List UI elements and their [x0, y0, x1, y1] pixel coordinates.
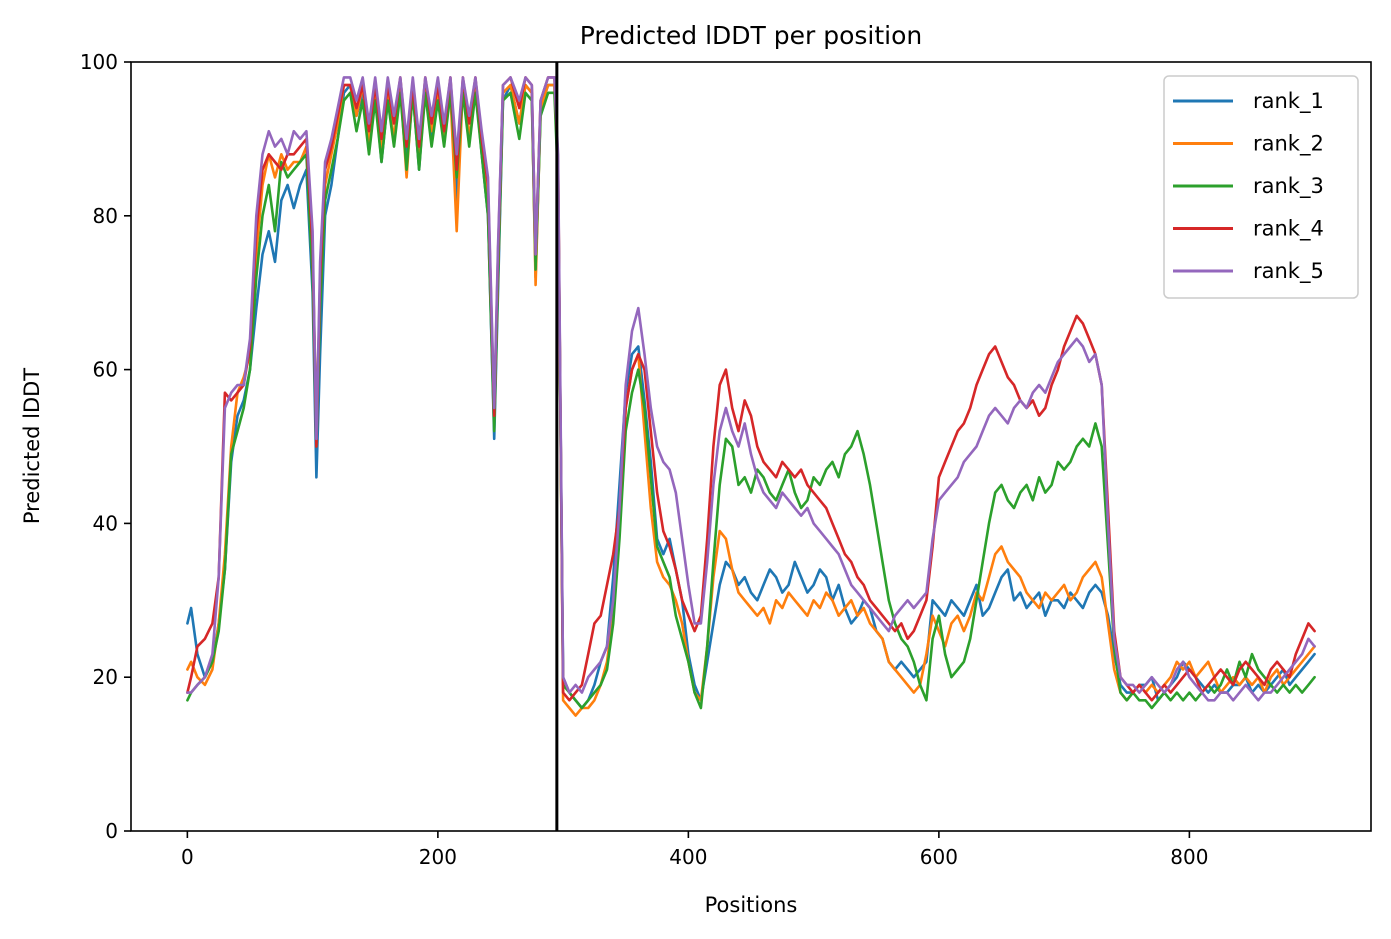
- legend-label-rank-4: rank_4: [1253, 217, 1324, 242]
- x-tick-label: 600: [920, 845, 958, 869]
- y-tick-label: 40: [93, 511, 118, 535]
- series-group: [186, 76, 1316, 717]
- x-tick-label: 400: [669, 845, 707, 869]
- series-line-rank-3: [186, 91, 1316, 710]
- y-axis: 0 20 40 60 80 100: [80, 50, 131, 843]
- y-tick-label: 100: [80, 50, 118, 74]
- legend: rank_1 rank_2 rank_3 rank_4 rank_5: [1163, 75, 1359, 299]
- chart-title: Predicted lDDT per position: [580, 21, 922, 50]
- legend-label-rank-5: rank_5: [1253, 259, 1324, 284]
- x-tick-label: 0: [181, 845, 194, 869]
- x-axis: 0 200 400 600 800: [181, 831, 1208, 869]
- x-axis-label: Positions: [705, 893, 798, 917]
- y-tick-label: 80: [93, 204, 118, 228]
- legend-label-rank-3: rank_3: [1253, 174, 1324, 199]
- legend-label-rank-1: rank_1: [1253, 89, 1324, 114]
- legend-label-rank-2: rank_2: [1253, 132, 1324, 157]
- x-tick-label: 200: [419, 845, 457, 869]
- series-line-rank-5: [186, 76, 1316, 702]
- legend-items: rank_1 rank_2 rank_3 rank_4 rank_5: [1173, 89, 1324, 284]
- y-tick-label: 0: [105, 819, 118, 843]
- x-tick-label: 800: [1170, 845, 1208, 869]
- y-tick-label: 20: [93, 665, 118, 689]
- plot-area: [130, 61, 1372, 832]
- y-tick-label: 60: [93, 358, 118, 382]
- plot-frame: [130, 61, 1372, 832]
- legend-box: [1163, 75, 1359, 299]
- y-axis-label: Predicted lDDT: [20, 368, 44, 524]
